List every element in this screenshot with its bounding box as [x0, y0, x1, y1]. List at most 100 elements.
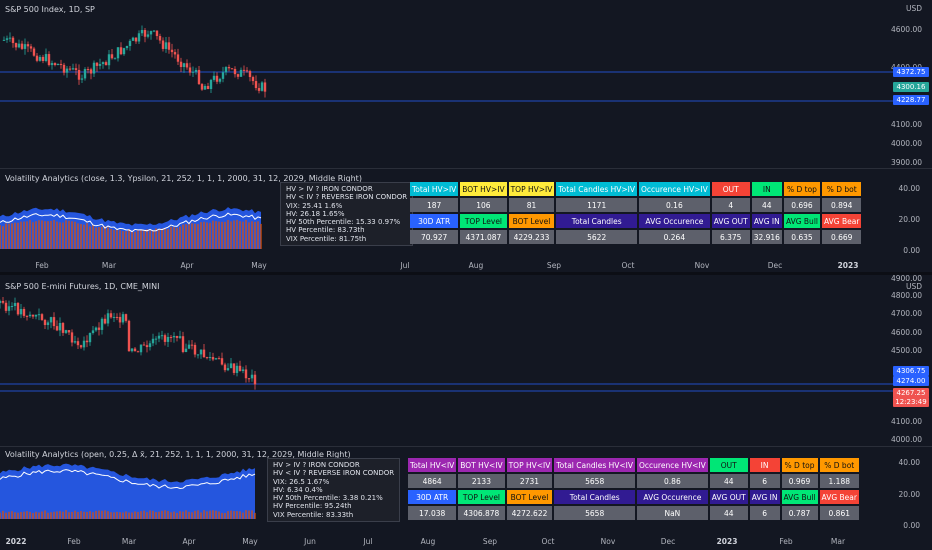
candle-body [85, 340, 89, 343]
candle-body [206, 85, 210, 90]
time-axis-label: Mar [830, 537, 846, 546]
iv-bar [11, 511, 13, 519]
candle-body [239, 69, 243, 77]
iv-bar [191, 512, 193, 519]
iv-bar [254, 512, 256, 519]
candle-body [107, 54, 111, 66]
iv-bar [203, 221, 205, 249]
iv-bar [17, 512, 19, 519]
iv-bar [146, 229, 148, 249]
iv-bar [125, 511, 127, 519]
table-cell: 2731 [506, 474, 553, 488]
candle-body [224, 67, 228, 73]
chart-divider[interactable] [0, 272, 932, 275]
table-header-cell: 30D ATR [408, 490, 457, 504]
candle-body [166, 336, 170, 342]
iv-bar [107, 511, 109, 519]
iv-bar [197, 224, 199, 249]
iv-bar [74, 510, 76, 519]
pane-separator[interactable] [0, 446, 932, 447]
iv-bar [62, 222, 64, 249]
candle-body [182, 63, 186, 67]
table-header-cell: AVG Bear [821, 214, 862, 228]
table-cell: NaN [637, 506, 708, 520]
candle-body [7, 306, 11, 311]
candle-body [226, 368, 230, 371]
bottom-symbol-title[interactable]: S&P 500 E-mini Futures, 1D, CME_MINI [5, 282, 160, 291]
candle-body [125, 45, 129, 49]
price-tick: 4600.00 [890, 25, 922, 34]
iv-bar [107, 227, 109, 249]
bottom-price-axis[interactable]: 4900.00 USD 4800.00 4700.00 4600.00 4500… [891, 274, 932, 550]
table-header-cell: Total Candles HV>IV [556, 182, 638, 196]
time-axis-label: Nov [694, 261, 710, 270]
candle-body [86, 69, 90, 71]
table-header-cell: % D bot [821, 182, 862, 196]
iv-bar [173, 511, 175, 519]
table-header-cell: OUT [711, 182, 750, 196]
top-indicator-plot [0, 207, 262, 249]
time-axis-label: Apr [180, 261, 194, 270]
ind-tick: 40.00 [898, 458, 920, 467]
candle-body [53, 63, 57, 66]
candle-body [215, 75, 219, 82]
candle-body [106, 313, 110, 324]
candle-body [58, 322, 62, 331]
candle-body [112, 316, 116, 318]
candle-body [65, 68, 69, 73]
candle-body [80, 78, 84, 80]
top-candles [0, 25, 893, 102]
bottom-chart-pane[interactable]: S&P 500 E-mini Futures, 1D, CME_MINI 490… [0, 274, 932, 550]
iv-bar [26, 511, 28, 519]
bottom-indicator-title[interactable]: Volatility Analytics (open, 0.25, Δ x̄, … [5, 450, 351, 459]
candle-body [214, 358, 218, 360]
candle-body [76, 341, 80, 346]
iv-bar [191, 223, 193, 249]
bottom-indicator-plot [0, 463, 256, 519]
top-chart-pane[interactable]: S&P 500 Index, 1D, SP USD 4600.00 4400.0… [0, 0, 932, 270]
info-line: HV: 6.34 0.4% [273, 485, 323, 494]
table-header-cell: Total HV>IV [410, 182, 459, 196]
currency-label: USD [905, 4, 922, 13]
candle-body [49, 317, 53, 323]
candle-body [38, 56, 42, 61]
candle-body [100, 318, 104, 330]
iv-bar [119, 230, 121, 249]
candle-body [221, 72, 225, 79]
iv-bar [215, 510, 217, 519]
iv-bar [143, 229, 145, 249]
candle-body [13, 303, 17, 306]
iv-bar [185, 224, 187, 249]
table-header-cell: Total HV<IV [408, 458, 457, 472]
candle-body [193, 344, 197, 355]
top-indicator-title[interactable]: Volatility Analytics (close, 1.3, Ypsilo… [5, 174, 362, 183]
candle-body [29, 46, 33, 49]
iv-bar [2, 510, 4, 519]
candle-body [160, 335, 164, 337]
iv-bar [134, 511, 136, 519]
table-header-cell: Total Candles HV<IV [554, 458, 636, 472]
iv-bar [47, 221, 49, 249]
candle-body [232, 363, 236, 373]
top-price-axis[interactable]: USD 4600.00 4400.00 4100.00 4000.00 3900… [890, 0, 932, 270]
table-cell: 70.927 [410, 230, 459, 244]
iv-bar [182, 511, 184, 519]
iv-bar [149, 510, 151, 519]
iv-bar [254, 221, 256, 249]
iv-bar [53, 511, 55, 519]
table-header-cell: AVG IN [749, 490, 780, 504]
iv-bar [179, 511, 181, 519]
table-header-cell: Occurence HV>IV [639, 182, 710, 196]
candle-body [218, 78, 222, 82]
hv-area [0, 463, 255, 519]
pane-separator[interactable] [0, 168, 932, 169]
iv-bar [245, 219, 247, 249]
table-row: 30D ATR TOP Level BOT Level Total Candle… [410, 214, 862, 228]
top-symbol-title[interactable]: S&P 500 Index, 1D, SP [5, 5, 95, 14]
table-cell: 0.86 [637, 474, 708, 488]
iv-bar [86, 511, 88, 519]
candle-body [20, 43, 24, 49]
iv-bar [233, 511, 235, 519]
table-cell: 0.264 [639, 230, 710, 244]
iv-bar [2, 226, 4, 249]
